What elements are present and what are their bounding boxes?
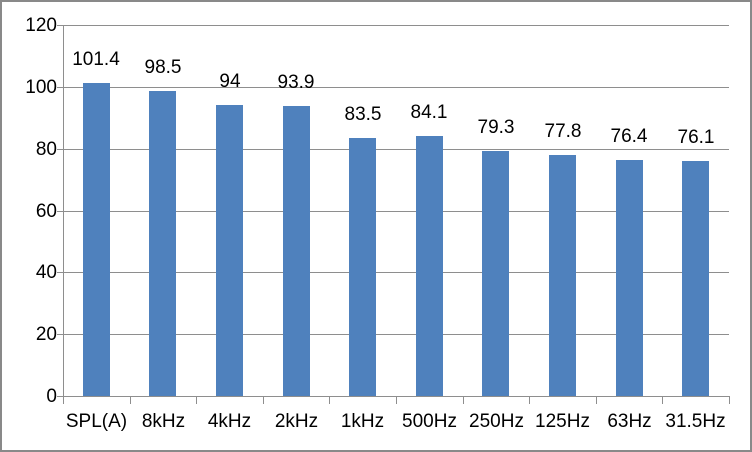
x-axis-label-250Hz: 250Hz <box>469 411 524 432</box>
y-gridline-60 <box>63 210 729 212</box>
bar-value-label-63Hz: 76.4 <box>610 126 648 147</box>
y-axis-label-60: 60 <box>35 200 57 222</box>
bar-value-label-4kHz: 94 <box>219 71 241 92</box>
bar-value-label-8kHz: 98.5 <box>144 57 182 78</box>
x-axis-tick-8 <box>595 397 597 404</box>
bar-500Hz <box>416 136 443 396</box>
bar-value-label-2kHz: 93.9 <box>277 72 315 93</box>
x-axis-tick-1 <box>129 397 131 404</box>
bar-value-label-1kHz: 83.5 <box>344 104 382 125</box>
y-gridline-40 <box>63 272 729 274</box>
x-axis-tick-3 <box>262 397 264 404</box>
y-gridline-100 <box>63 86 729 88</box>
x-axis-tick-4 <box>329 397 331 404</box>
bar-4kHz <box>216 105 243 396</box>
x-axis-tick-7 <box>529 397 531 404</box>
bar-value-label-500Hz: 84.1 <box>410 102 448 123</box>
y-gridline-120 <box>63 25 729 26</box>
bar-1kHz <box>349 138 376 396</box>
bar-value-label-125Hz: 77.8 <box>544 121 582 142</box>
bar-250Hz <box>482 151 509 396</box>
y-axis-label-20: 20 <box>35 324 57 346</box>
y-axis-label-0: 0 <box>46 386 57 407</box>
bar-value-label-SPL(A): 101.4 <box>72 49 120 70</box>
y-axis-label-100: 100 <box>25 76 57 98</box>
x-axis-tick-6 <box>462 397 464 404</box>
x-axis-tick-5 <box>396 397 397 404</box>
x-axis-label-2kHz: 2kHz <box>274 411 319 432</box>
x-axis-label-SPL(A): SPL(A) <box>65 411 128 432</box>
x-axis-label-500Hz: 500Hz <box>402 411 457 432</box>
x-axis-tick-9 <box>662 397 664 404</box>
bar-63Hz <box>616 160 643 396</box>
bar-2kHz <box>283 106 310 396</box>
y-axis-tick-40 <box>57 272 63 274</box>
y-axis-tick-60 <box>57 210 63 212</box>
y-gridline-20 <box>63 334 729 336</box>
x-axis-label-4kHz: 4kHz <box>207 411 252 432</box>
bar-8kHz <box>149 91 176 396</box>
x-axis-label-63Hz: 63Hz <box>607 411 652 432</box>
x-axis-tick-0 <box>63 397 64 404</box>
x-axis-tick-10 <box>729 397 730 404</box>
y-axis-line <box>63 25 64 396</box>
x-axis-label-1kHz: 1kHz <box>340 411 385 432</box>
bar-125Hz <box>549 155 576 396</box>
x-axis-label-8kHz: 8kHz <box>141 411 186 432</box>
bar-31.5Hz <box>682 161 709 396</box>
bar-SPL(A) <box>83 83 110 396</box>
y-gridline-80 <box>63 148 729 150</box>
y-axis-label-80: 80 <box>35 138 57 160</box>
x-axis-label-31.5Hz: 31.5Hz <box>665 411 726 432</box>
bar-value-label-31.5Hz: 76.1 <box>677 127 715 148</box>
y-axis-tick-20 <box>57 334 63 336</box>
y-axis-label-120: 120 <box>25 15 57 36</box>
y-axis-tick-0 <box>57 396 63 397</box>
bar-value-label-250Hz: 79.3 <box>477 117 515 138</box>
y-axis-tick-80 <box>57 148 63 150</box>
y-axis-tick-120 <box>57 25 63 26</box>
x-axis-label-125Hz: 125Hz <box>535 411 590 432</box>
x-axis-tick-2 <box>196 397 198 404</box>
y-axis-tick-100 <box>57 86 63 88</box>
y-axis-label-40: 40 <box>35 262 57 284</box>
x-axis-line <box>63 396 730 397</box>
